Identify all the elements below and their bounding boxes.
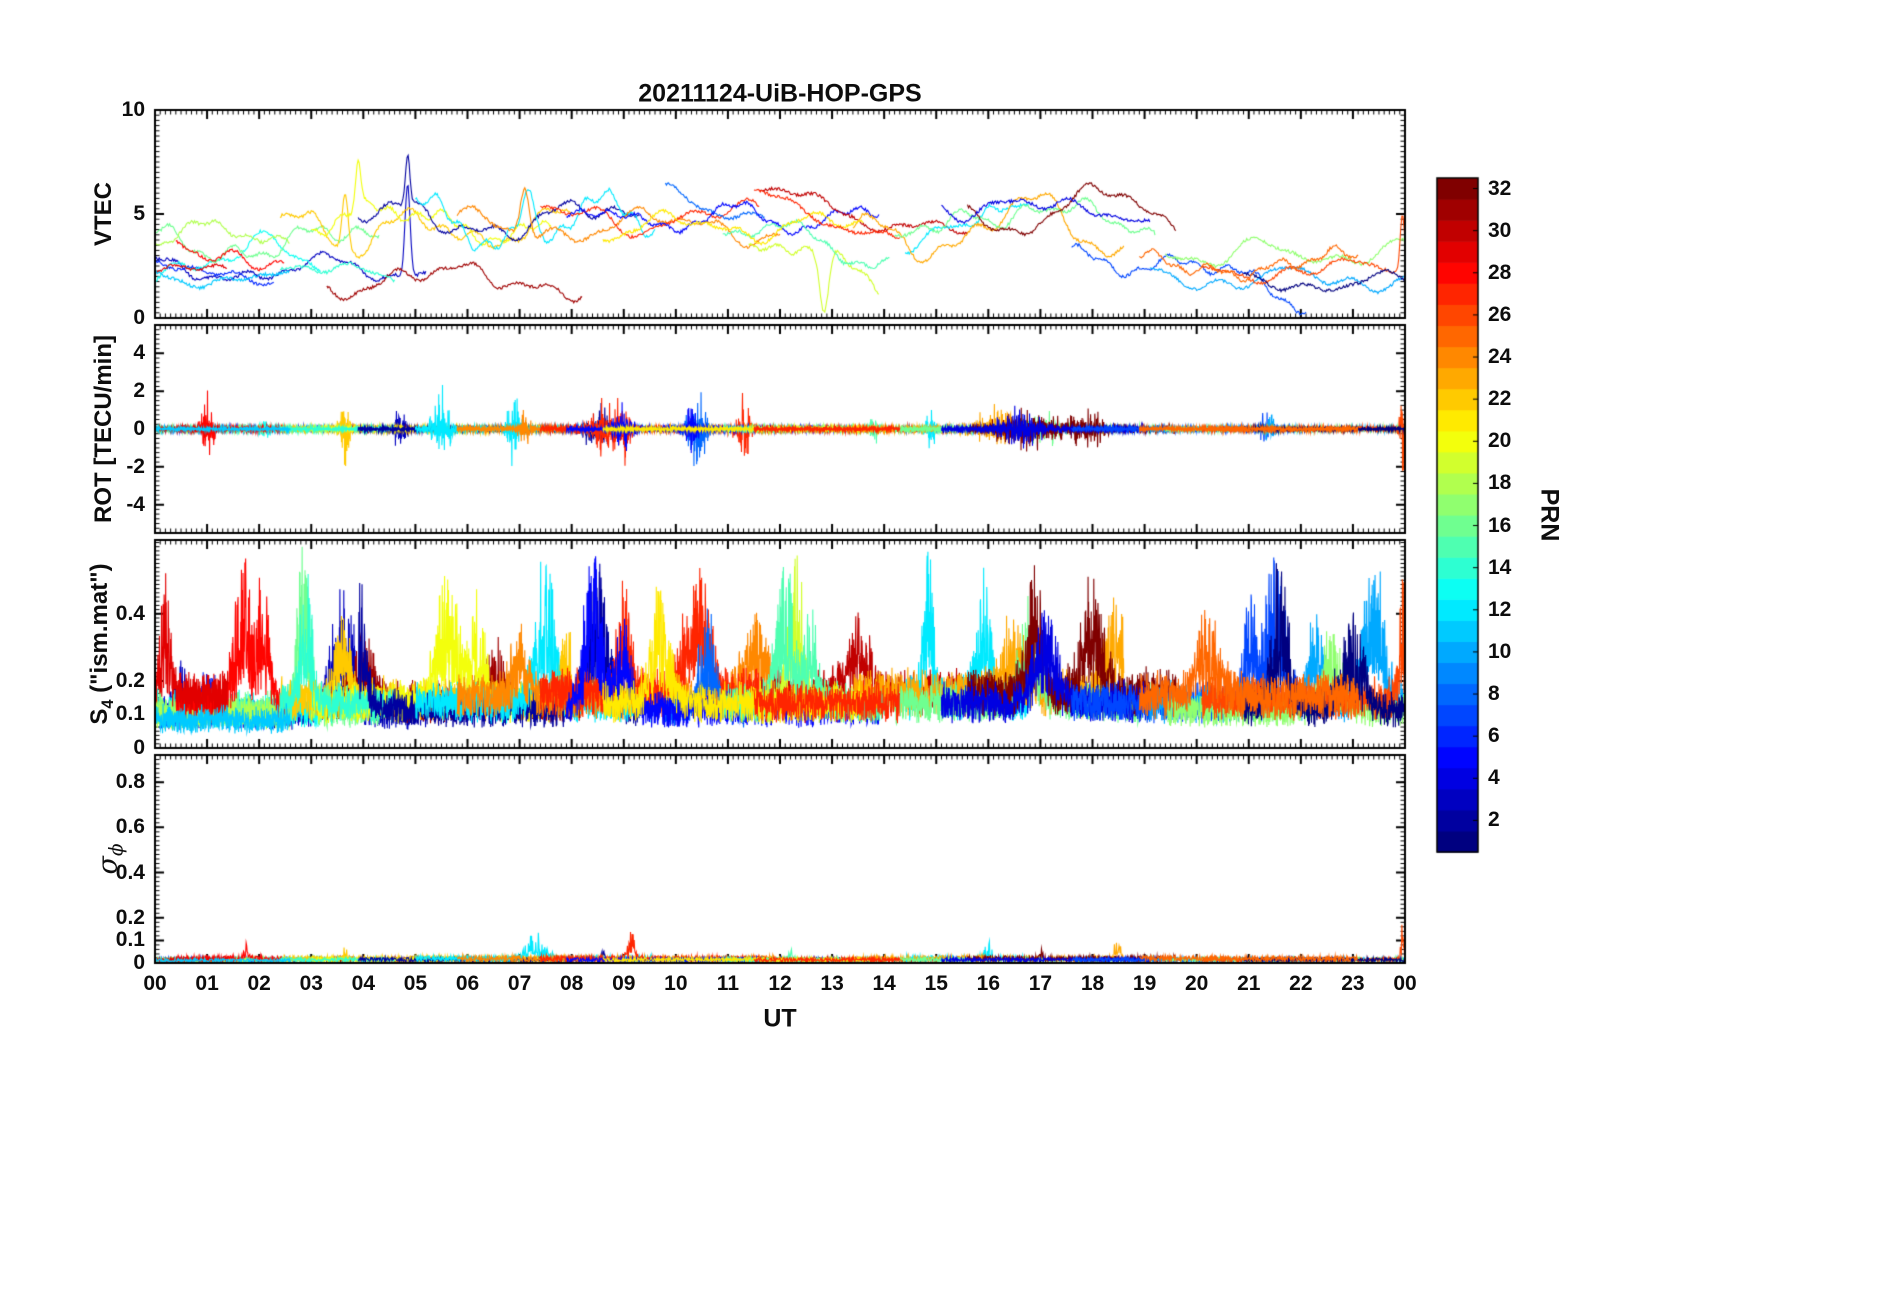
y-tick-label-s4: 0.4: [115, 601, 145, 625]
colorbar-tick-label: 26: [1488, 302, 1512, 326]
x-tick-label: 13: [820, 972, 844, 995]
x-tick-label: 04: [351, 972, 376, 995]
colorbar-tick-label: 30: [1488, 218, 1512, 242]
colorbar-tick-label: 6: [1488, 724, 1500, 748]
ylabel-s4: S4 ("ism.mat"): [86, 563, 118, 724]
y-tick-label-rot: 0: [133, 417, 145, 440]
colorbar-tick-label: 18: [1488, 471, 1512, 495]
x-tick-label: 00: [143, 972, 167, 995]
y-tick-label-s4: 0.1: [115, 702, 145, 726]
y-tick-label-vtec: 10: [121, 98, 145, 121]
x-tick-label: 12: [768, 972, 792, 995]
x-tick-label: 03: [299, 972, 323, 995]
x-tick-label: 21: [1237, 972, 1261, 995]
ylabel-rot: ROT [TECU/min]: [90, 335, 117, 523]
y-tick-label-s4: 0: [133, 736, 145, 759]
y-tick-label-sigma_phi: 0.6: [115, 815, 145, 839]
x-tick-label: 07: [507, 972, 532, 995]
y-tick-label-rot: -2: [126, 454, 145, 478]
x-tick-label: 06: [455, 972, 480, 995]
y-tick-label-sigma_phi: 0.1: [115, 928, 145, 952]
ylabel-vtec: VTEC: [90, 181, 117, 247]
chart-title: 20211124-UiB-HOP-GPS: [638, 79, 922, 108]
y-tick-label-sigma_phi: 0.8: [115, 770, 145, 794]
colorbar-tick-label: 10: [1488, 639, 1512, 663]
y-tick-label-sigma_phi: 0.4: [115, 860, 145, 884]
x-tick-label: 05: [403, 972, 428, 995]
x-tick-label: 09: [612, 972, 636, 995]
x-tick-label: 22: [1289, 972, 1313, 995]
colorbar-tick-label: 28: [1488, 260, 1512, 284]
y-tick-label-sigma_phi: 0.2: [115, 905, 145, 929]
y-tick-label-rot: 4: [133, 341, 145, 365]
x-tick-label: 00: [1393, 972, 1417, 995]
colorbar-tick-label: 12: [1488, 597, 1512, 621]
colorbar-tick-label: 4: [1488, 766, 1500, 790]
x-tick-label: 11: [716, 972, 740, 995]
y-tick-label-sigma_phi: 0: [133, 951, 145, 974]
x-tick-label: 14: [872, 972, 896, 995]
x-tick-label: 20: [1184, 972, 1209, 995]
x-tick-label: 17: [1028, 972, 1053, 995]
y-tick-label-s4: 0.2: [115, 668, 145, 692]
colorbar-tick-label: 8: [1488, 682, 1500, 706]
colorbar-tick-label: 22: [1488, 387, 1512, 411]
colorbar-tick-label: 24: [1488, 345, 1512, 369]
x-tick-label: 18: [1080, 972, 1105, 995]
phi-subscript: ϕ: [106, 843, 128, 857]
colorbar-tick-label: 14: [1488, 555, 1512, 579]
x-tick-label: 01: [195, 972, 219, 995]
colorbar-tick-label: 20: [1488, 429, 1512, 453]
x-tick-label: 16: [976, 972, 1001, 995]
colorbar-tick-label: 16: [1488, 513, 1512, 537]
x-tick-label: 10: [664, 972, 688, 995]
y-tick-label-rot: 2: [133, 379, 145, 403]
s4-label-rest: ("ism.mat"): [86, 563, 114, 700]
colorbar-tick-label: 2: [1488, 808, 1500, 832]
s4-label-main: S: [86, 708, 114, 725]
y-tick-label-rot: -4: [126, 492, 145, 516]
x-tick-label: 02: [247, 972, 271, 995]
x-tick-label: 08: [559, 972, 584, 995]
x-tick-label: 23: [1341, 972, 1365, 995]
colorbar-label-prn: PRN: [1535, 488, 1564, 542]
s4-label-sub: 4: [98, 699, 117, 709]
x-tick-label: 15: [924, 972, 948, 995]
x-tick-label: 19: [1132, 972, 1157, 995]
y-tick-label-vtec: 0: [133, 306, 145, 329]
xlabel-ut: UT: [763, 1004, 797, 1033]
y-tick-label-vtec: 5: [133, 202, 145, 225]
colorbar-tick-label: 32: [1488, 176, 1512, 200]
